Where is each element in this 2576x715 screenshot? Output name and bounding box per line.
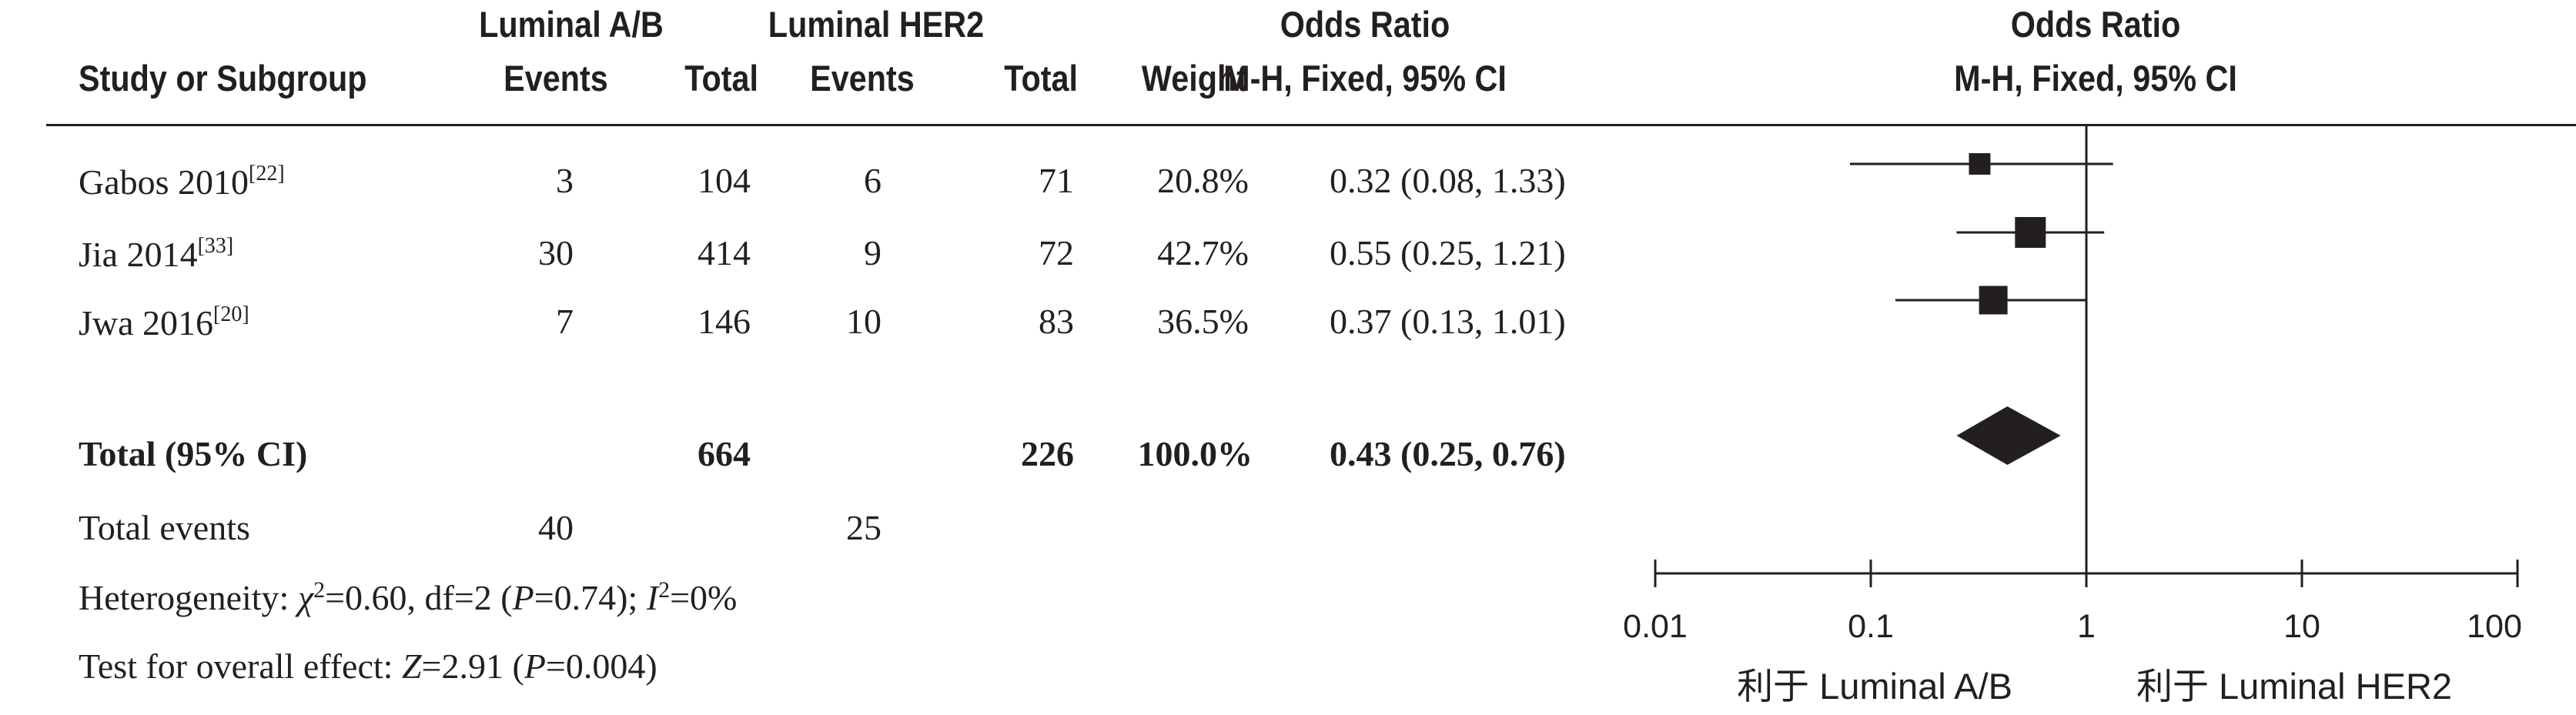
study-or-ci: 0.55 (0.25, 1.21) [1330, 233, 1566, 272]
pooled-or-ci: 0.43 (0.25, 0.76) [1330, 434, 1566, 473]
group2-events: 6 [864, 161, 882, 200]
group2-header: Luminal HER2 [768, 4, 985, 45]
or-column-method: M-H, Fixed, 95% CI [1223, 58, 1507, 99]
group1-total-sum: 664 [698, 434, 751, 473]
total-weight: 100.0% [1137, 434, 1253, 473]
group1-total: 104 [698, 161, 751, 200]
group2-total-sum: 226 [1021, 434, 1074, 473]
favors-left-label: 利于 Luminal A/B [1737, 666, 2012, 707]
group2-total-events: 25 [846, 508, 882, 547]
study-weight: 42.7% [1157, 233, 1249, 272]
or-column-title: Odds Ratio [1280, 4, 1450, 45]
study-point-estimate [1969, 153, 1991, 175]
study-reference: [33] [197, 234, 234, 258]
group2-total: 71 [1039, 161, 1074, 200]
study-name: Gabos 2010[22] [79, 162, 285, 202]
study-or-ci: 0.32 (0.08, 1.33) [1330, 161, 1566, 200]
study-or-ci: 0.37 (0.13, 1.01) [1330, 302, 1566, 341]
group1-total-header: Total [684, 58, 758, 99]
heterogeneity-stats: Heterogeneity: χ2=0.60, df=2 (P=0.74); I… [79, 577, 738, 617]
group2-events: 10 [846, 302, 882, 341]
study-name: Jwa 2016[20] [79, 302, 249, 342]
group1-events: 7 [556, 302, 574, 341]
study-point-estimate [2015, 217, 2046, 248]
study-point-estimate [1979, 286, 2008, 315]
total-events-label: Total events [79, 508, 250, 547]
study-name: Jia 2014[33] [79, 234, 234, 274]
group2-total-header: Total [1004, 58, 1078, 99]
axis-tick-label: 0.01 [1623, 608, 1688, 645]
group1-total-events: 40 [538, 508, 574, 547]
axis-tick-label: 0.1 [1848, 608, 1894, 645]
overall-effect-test: Test for overall effect: Z=2.91 (P=0.004… [79, 647, 657, 686]
group2-events-header: Events [810, 58, 915, 99]
weight-header: Weight [1141, 58, 1247, 99]
pooled-diamond [1956, 406, 2061, 465]
group2-events: 9 [864, 233, 882, 272]
study-weight: 20.8% [1157, 161, 1249, 200]
favors-right-label: 利于 Luminal HER2 [2136, 666, 2453, 707]
axis-tick-label: 10 [2283, 608, 2320, 645]
axis-tick-label: 1 [2077, 608, 2096, 645]
plot-title: Odds Ratio [2010, 4, 2181, 45]
total-label: Total (95% CI) [79, 434, 308, 473]
study-column-header: Study or Subgroup [79, 58, 367, 99]
group1-events: 3 [556, 161, 574, 200]
group1-total: 146 [698, 302, 751, 341]
study-reference: [20] [213, 302, 249, 326]
group1-events: 30 [538, 233, 574, 272]
group1-total: 414 [698, 233, 751, 272]
group2-total: 83 [1039, 302, 1074, 341]
header-rule [46, 124, 2576, 126]
study-reference: [22] [249, 162, 285, 185]
group1-events-header: Events [503, 58, 608, 99]
group1-header: Luminal A/B [479, 4, 664, 45]
study-weight: 36.5% [1157, 302, 1249, 341]
axis-tick-label: 100 [2467, 608, 2522, 645]
group2-total: 72 [1039, 233, 1074, 272]
plot-method: M-H, Fixed, 95% CI [1954, 58, 2237, 99]
